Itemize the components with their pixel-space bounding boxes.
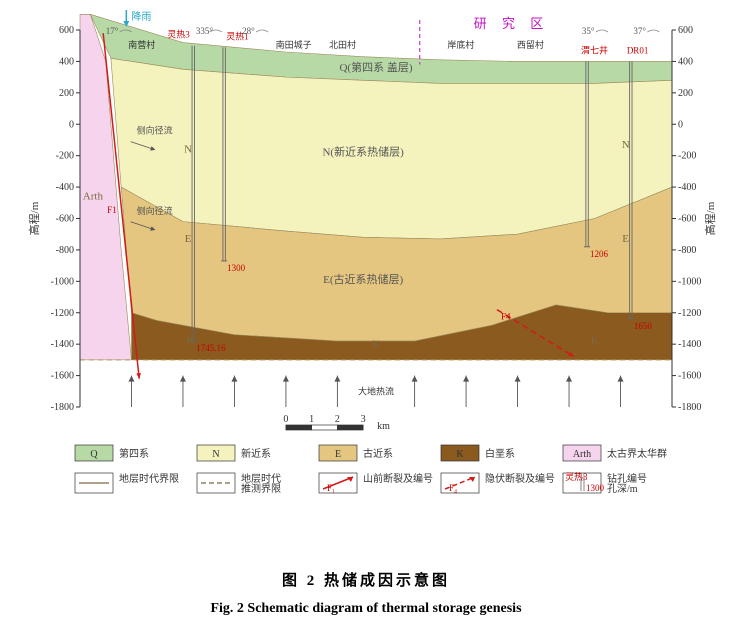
fault-label-F4: F4 [501,312,511,322]
legend-label: 太古界太华群 [607,447,667,460]
well-depth: 1650 [634,321,653,331]
legend-label: 推测界限 [241,482,281,495]
legend-label: 山前断裂及编号 [363,472,433,485]
lateral-flow-label: 侧向径流 [137,205,173,216]
legend-label: 第四系 [119,447,149,460]
ytick-left: -1200 [51,308,74,319]
legend-label: 隐伏断裂及编号 [485,472,555,485]
ytick-right: -1800 [678,402,701,413]
heat-flow-label: 大地热流 [358,385,394,396]
ytick-right: -1000 [678,276,701,287]
svg-text:F₁: F₁ [327,483,335,493]
layer-code-label: K [372,338,380,350]
ytick-right: -1200 [678,308,701,319]
ytick-left: -1400 [51,339,74,350]
surface-location: 北田村 [329,39,356,50]
legend-label: 孔深/m [607,483,638,495]
ytick-right: 400 [678,56,693,67]
ytick-left: 400 [59,56,74,67]
ytick-left: 0 [69,119,74,130]
ytick-right: -600 [678,214,696,225]
study-zone-label: 研 究 区 [474,16,550,31]
well-depth: 1206 [590,249,609,259]
layer-code-label: E [185,233,192,245]
ytick-left: -1000 [51,276,74,287]
svg-text:1300: 1300 [586,483,605,493]
strike-label: 28° [242,26,255,36]
ytick-left: -600 [56,214,74,225]
surface-location: 南田城子 [276,39,312,50]
legend-code: Arth [573,449,591,460]
svg-text:F₄: F₄ [449,483,457,493]
legend-label: 新近系 [241,447,271,460]
scalebar-tick: 1 [309,414,314,425]
ytick-right: -1600 [678,371,701,382]
strike-label: 37° [633,26,646,36]
legend-label: 白垩系 [485,447,515,460]
scalebar-tick: 0 [283,414,288,425]
ytick-right: -200 [678,151,696,162]
layer-code-label: K [187,335,195,347]
ytick-right: -1400 [678,339,701,350]
surface-location: 西留村 [517,39,544,50]
strike-label: 335° [196,26,214,36]
layer-code-label: N [622,139,630,151]
legend-label: 古近系 [363,447,393,460]
well-label: 灵热3 [167,29,190,40]
well-depth: 1745.16 [196,343,226,353]
scalebar-tick: 2 [335,414,340,425]
legend-label: 地层时代界限 [119,472,179,485]
strike-label: 35° [582,26,595,36]
well-depth: 1300 [227,263,246,273]
ytick-left: -200 [56,151,74,162]
ytick-left: -1800 [51,402,74,413]
ytick-right: 600 [678,25,693,36]
well-label: 渭七井 [581,44,608,55]
surface-location: 岸底村 [447,39,474,50]
legend-code: K [456,449,464,460]
legend-code: N [212,449,219,460]
ytick-left: -400 [56,182,74,193]
well-label: DR01 [627,45,649,55]
layer-main-label: N(新近系热储层) [322,145,404,159]
thermal-storage-diagram: F1F4灵热31745.16灵热11300渭七井1206DR011650Q(第四… [0,0,732,627]
layer-main-label: E(古近系热储层) [323,272,403,286]
ytick-right: -800 [678,245,696,256]
rain-label: 降雨 [131,10,151,23]
yaxis-label-left: 高程/m [27,201,41,235]
ytick-left: -1600 [51,371,74,382]
ytick-right: 0 [678,119,683,130]
layer-main-label: Q(第四系 盖层) [339,60,412,74]
svg-text:灵热3: 灵热3 [565,471,588,482]
legend-code: Q [90,449,98,460]
ytick-left: 200 [59,88,74,99]
fault-label-F1: F1 [107,205,117,215]
ytick-left: -800 [56,245,74,256]
ytick-right: -400 [678,182,696,193]
layer-code-label: Arth [83,191,104,203]
strike-label: 17° [106,26,119,36]
caption-zh: 图 2 热储成因示意图 [282,571,450,589]
surface-location: 南营村 [128,39,155,50]
ytick-right: 200 [678,88,693,99]
yaxis-label-right: 高程/m [703,201,717,235]
caption-en: Fig. 2 Schematic diagram of thermal stor… [210,601,522,616]
ytick-left: 600 [59,25,74,36]
legend-code: E [335,449,341,460]
layer-code-label: E [622,233,629,245]
layer-code-label: K [591,335,599,347]
layer-code-label: N [184,144,192,156]
scalebar-tick: 3 [361,414,366,425]
scalebar-unit: km [377,421,390,432]
lateral-flow-label: 侧向径流 [137,125,173,136]
